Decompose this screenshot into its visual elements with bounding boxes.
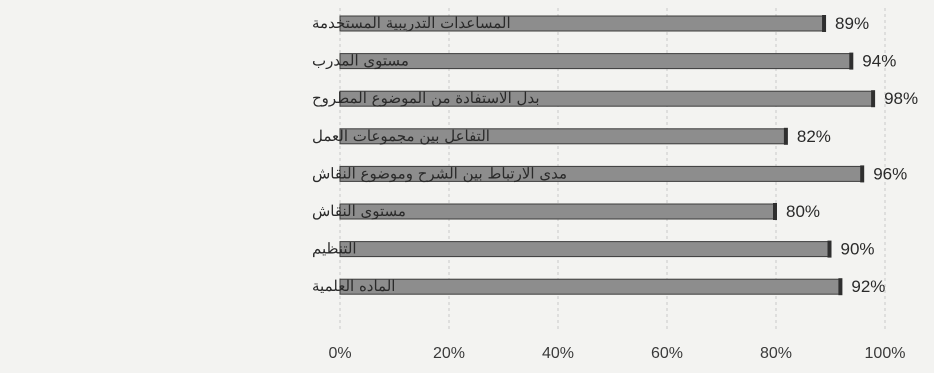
x-tick-label: 40% <box>542 345 574 362</box>
category-label: الماده العلمية <box>312 277 395 295</box>
bar-end-cap <box>860 165 865 183</box>
category-label: مستوى النقاش <box>312 202 406 220</box>
value-label: 80% <box>786 202 820 221</box>
x-tick-label: 100% <box>865 345 906 362</box>
category-label: مستوى المدرب <box>312 52 409 70</box>
value-label: 90% <box>841 240 875 259</box>
bar-end-cap <box>822 15 827 32</box>
bar-end-cap <box>773 203 777 220</box>
x-tick-label: 60% <box>651 345 683 362</box>
value-label: 89% <box>835 14 869 33</box>
category-label: التفاعل بين مجموعات العمل <box>312 127 490 145</box>
category-label: المساعدات التدريبية المستخدمة <box>312 14 511 32</box>
value-label: 94% <box>862 52 896 71</box>
bar-end-cap <box>827 240 832 258</box>
bar-end-cap <box>838 278 843 296</box>
value-label: 98% <box>884 89 918 108</box>
bar-end-cap <box>871 90 876 108</box>
bar-end-cap <box>849 52 854 70</box>
bar <box>339 241 831 258</box>
value-label: 82% <box>797 127 831 146</box>
bar <box>339 53 853 70</box>
x-tick-label: 0% <box>328 345 351 362</box>
bar <box>339 278 842 295</box>
value-label: 92% <box>851 277 885 296</box>
category-label: مدى الارتباط بين الشرح وموضوع النقاش <box>312 164 567 182</box>
bar-end-cap <box>783 127 788 145</box>
category-label: التنظيم <box>312 240 357 258</box>
category-label: بدل الاستفادة من الموضوع المطروح <box>312 89 540 107</box>
x-tick-label: 20% <box>433 345 465 362</box>
x-tick-label: 80% <box>760 345 792 362</box>
value-label: 96% <box>873 164 907 183</box>
